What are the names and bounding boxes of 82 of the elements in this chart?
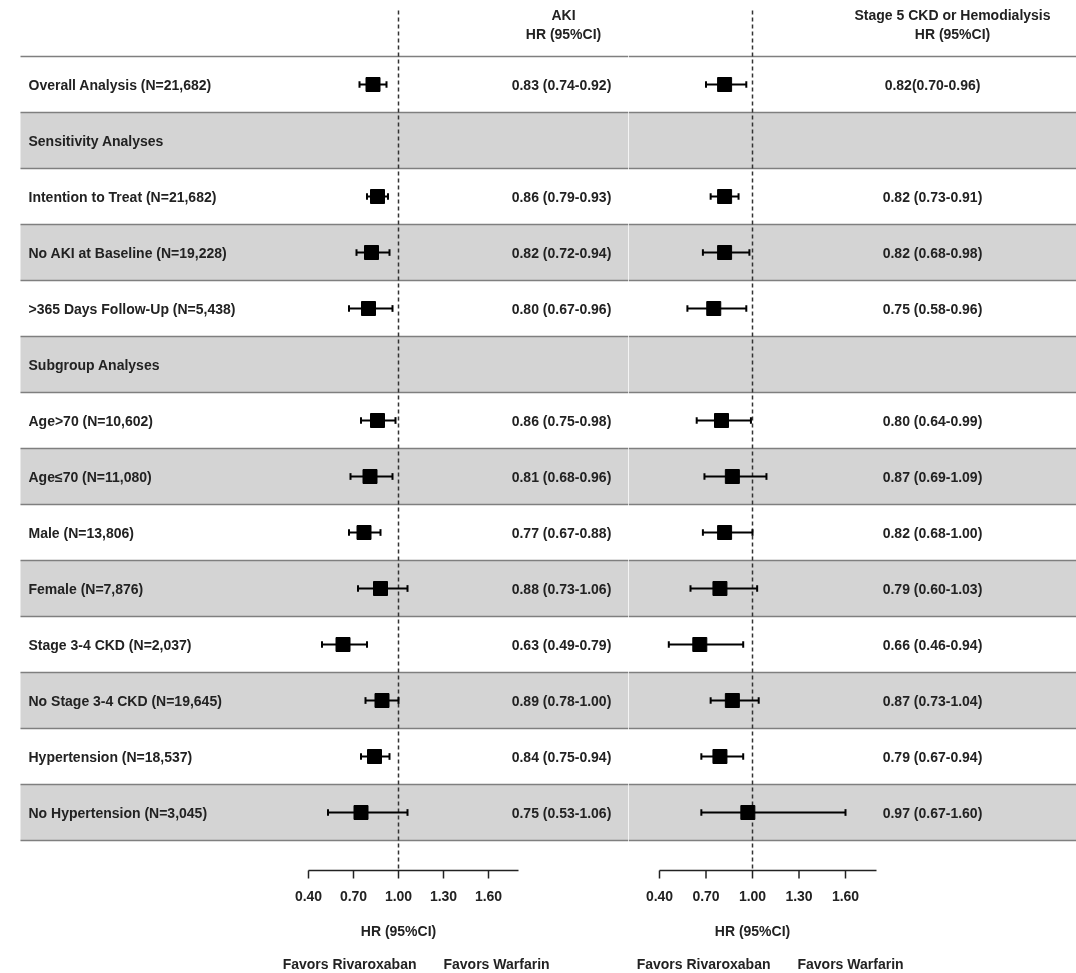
text: Favors Rivaroxaban [636, 955, 771, 972]
text: Favors Warfarin [443, 955, 550, 972]
y-tick-label: Intention to Treat (N=21,682) [28, 188, 217, 205]
x-tick-label: 0.70 [339, 887, 368, 904]
y-tick-label: Subgroup Analyses [28, 356, 160, 373]
point [370, 413, 385, 428]
data-label: 0.79 (0.67-0.94) [882, 748, 983, 765]
data-label: 0.80 (0.67-0.96) [511, 300, 612, 317]
x-tick-label: 1.30 [785, 887, 813, 904]
point [692, 637, 708, 652]
data-label: 0.86 (0.75-0.98) [511, 412, 612, 429]
point [370, 189, 385, 204]
y-tick-label: Age>70 (N=10,602) [28, 412, 154, 429]
point [335, 637, 351, 652]
y-tick-label: No Hypertension (N=3,045) [28, 804, 208, 821]
x-tick-label: 0.40 [645, 887, 674, 904]
point [724, 693, 740, 708]
y-tick-label: No AKI at Baseline (N=19,228) [28, 244, 227, 261]
x-tick-label: 1.30 [429, 887, 458, 904]
data-label: 0.86 (0.79-0.93) [511, 188, 612, 205]
point [365, 77, 381, 92]
data-label: 0.63 (0.49-0.79) [511, 636, 612, 653]
y-tick-label: Overall Analysis (N=21,682) [28, 76, 212, 93]
data-label: 0.89 (0.78-1.00) [511, 692, 612, 709]
x-tick-label: 1.00 [738, 887, 767, 904]
y-tick-label: >365 Days Follow-Up (N=5,438) [28, 300, 236, 317]
point [373, 581, 388, 596]
point [362, 469, 378, 484]
point [367, 749, 382, 764]
data-label: 0.66 (0.46-0.94) [882, 636, 983, 653]
data-label: 0.88 (0.73-1.06) [511, 580, 612, 597]
data-label: 0.81 (0.68-0.96) [511, 468, 612, 485]
point [717, 245, 733, 260]
point [712, 581, 728, 596]
point [714, 413, 729, 428]
x-axis-title: HR (95%CI) [714, 922, 791, 939]
text: HR (95%CI) [914, 25, 991, 42]
y-tick-label: Sensitivity Analyses [28, 132, 164, 149]
data-label: 0.75 (0.53-1.06) [511, 804, 612, 821]
x-tick-label: 1.60 [831, 887, 860, 904]
x-axis-title: HR (95%CI) [360, 922, 437, 939]
y-tick-label: Age≤70 (N=11,080) [28, 468, 152, 485]
point [374, 693, 390, 708]
data-label: 0.87 (0.73-1.04) [882, 692, 983, 709]
point [717, 525, 733, 540]
y-tick-label: Female (N=7,876) [28, 580, 144, 597]
y-tick-label: No Stage 3-4 CKD (N=19,645) [28, 692, 222, 709]
data-label: 0.82 (0.68-1.00) [882, 524, 983, 541]
y-tick-label: Stage 3-4 CKD (N=2,037) [28, 636, 192, 653]
x-tick-label: 1.60 [474, 887, 503, 904]
annotation: Stage 5 CKD or Hemodialysis [854, 6, 1051, 23]
text: AKI [551, 6, 576, 23]
data-label: 0.84 (0.75-0.94) [511, 748, 612, 765]
data-label: 0.97 (0.67-1.60) [882, 804, 983, 821]
text: Favors Rivaroxaban [282, 955, 417, 972]
data-label: 0.75 (0.58-0.96) [882, 300, 983, 317]
x-tick-label: 1.00 [384, 887, 413, 904]
point [724, 469, 740, 484]
data-label: 0.82 (0.72-0.94) [511, 244, 612, 261]
data-label: 0.79 (0.60-1.03) [882, 580, 983, 597]
point [717, 189, 733, 204]
text: HR (95%CI) [525, 25, 602, 42]
point [717, 77, 733, 92]
point [740, 805, 756, 820]
data-label: 0.82(0.70-0.96) [884, 76, 981, 93]
x-tick-label: 0.70 [692, 887, 720, 904]
data-label: 0.82 (0.68-0.98) [882, 244, 983, 261]
point [712, 749, 728, 764]
data-label: 0.82 (0.73-0.91) [882, 188, 983, 205]
data-label: 0.77 (0.67-0.88) [511, 524, 612, 541]
y-tick-label: Hypertension (N=18,537) [28, 748, 193, 765]
x-tick-label: 0.40 [294, 887, 323, 904]
data-label: 0.80 (0.64-0.99) [882, 412, 983, 429]
point [706, 301, 722, 316]
data-label: 0.83 (0.74-0.92) [511, 76, 612, 93]
point [353, 805, 369, 820]
y-tick-label: Male (N=13,806) [28, 524, 134, 541]
point [356, 525, 372, 540]
point [361, 301, 376, 316]
data-label: 0.87 (0.69-1.09) [882, 468, 983, 485]
point [364, 245, 379, 260]
text: Favors Warfarin [797, 955, 904, 972]
